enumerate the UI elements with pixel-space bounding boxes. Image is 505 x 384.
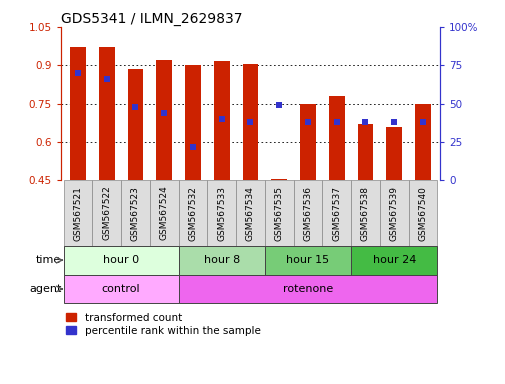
Text: hour 24: hour 24 [372, 255, 415, 265]
Bar [98, 47, 115, 180]
Bar [127, 69, 143, 180]
Point [304, 119, 312, 125]
Text: GSM567534: GSM567534 [245, 186, 255, 240]
Point [361, 119, 369, 125]
Bar [242, 64, 258, 180]
Bar [328, 96, 344, 180]
Text: GSM567538: GSM567538 [360, 185, 369, 241]
Bar [149, 180, 178, 246]
Bar [64, 246, 178, 275]
Point [332, 119, 340, 125]
Point [389, 119, 397, 125]
Text: time: time [36, 255, 61, 265]
Point [74, 70, 82, 76]
Bar [322, 180, 350, 246]
Text: hour 8: hour 8 [203, 255, 239, 265]
Text: GSM567521: GSM567521 [73, 186, 82, 240]
Text: GSM567523: GSM567523 [131, 186, 140, 240]
Bar [178, 246, 264, 275]
Bar [350, 180, 379, 246]
Bar [178, 275, 436, 303]
Point [160, 110, 168, 116]
Text: rotenone: rotenone [282, 284, 332, 294]
Text: control: control [102, 284, 140, 294]
Text: GSM567533: GSM567533 [217, 185, 226, 241]
Text: GSM567535: GSM567535 [274, 185, 283, 241]
Text: hour 15: hour 15 [286, 255, 329, 265]
Bar [350, 246, 436, 275]
Bar [156, 60, 172, 180]
Bar [92, 180, 121, 246]
Text: GSM567540: GSM567540 [418, 186, 427, 240]
Bar [385, 127, 401, 180]
Point [275, 102, 283, 108]
Bar [293, 180, 322, 246]
Text: GSM567536: GSM567536 [303, 185, 312, 241]
Text: agent: agent [29, 284, 61, 294]
Bar [64, 180, 92, 246]
Bar [414, 104, 430, 180]
Bar [264, 246, 350, 275]
Text: GSM567539: GSM567539 [389, 185, 398, 241]
Text: GDS5341 / ILMN_2629837: GDS5341 / ILMN_2629837 [61, 12, 242, 26]
Legend: transformed count, percentile rank within the sample: transformed count, percentile rank withi… [66, 313, 260, 336]
Bar [299, 104, 315, 180]
Text: GSM567532: GSM567532 [188, 186, 197, 240]
Bar [357, 124, 373, 180]
Point [103, 76, 111, 82]
Bar [64, 275, 178, 303]
Bar [185, 65, 200, 180]
Bar [408, 180, 436, 246]
Bar [178, 180, 207, 246]
Bar [264, 180, 293, 246]
Text: GSM567537: GSM567537 [332, 185, 340, 241]
Bar [121, 180, 149, 246]
Point [188, 144, 196, 150]
Bar [214, 61, 229, 180]
Bar [379, 180, 408, 246]
Point [217, 116, 225, 122]
Text: hour 0: hour 0 [103, 255, 139, 265]
Point [131, 104, 139, 110]
Text: GSM567524: GSM567524 [160, 186, 168, 240]
Bar [236, 180, 264, 246]
Bar [207, 180, 236, 246]
Point [418, 119, 426, 125]
Bar [70, 47, 86, 180]
Point [246, 119, 254, 125]
Bar [271, 179, 286, 180]
Text: GSM567522: GSM567522 [102, 186, 111, 240]
